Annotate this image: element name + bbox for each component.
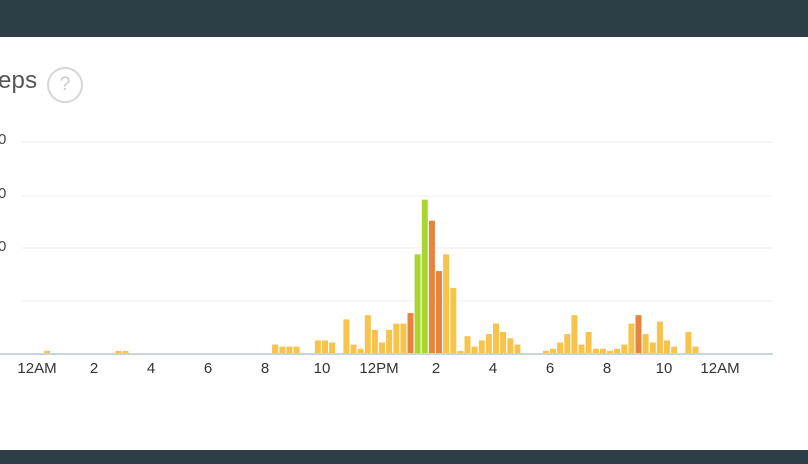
chart-bar[interactable] [493,323,499,353]
chart-bar[interactable] [286,346,293,353]
x-tick-label: 12AM [700,360,740,377]
chart-bar[interactable] [500,332,507,353]
chart-bar[interactable] [599,348,606,353]
y-tick-label: 0 [0,131,7,148]
chart-bar[interactable] [357,348,364,353]
chart-bar[interactable] [464,336,471,353]
chart-bar[interactable] [585,332,592,353]
chart-bar[interactable] [279,346,286,353]
x-tick-label: 2 [89,360,99,377]
chart-bar[interactable] [671,346,678,353]
x-tick-label: 4 [488,360,498,377]
chart-bar[interactable] [407,313,414,353]
x-tick-label: 12AM [17,360,57,377]
chart-bar[interactable] [122,350,129,353]
chart-bar[interactable] [436,271,442,353]
chart-bar[interactable] [400,323,407,353]
chart-bar[interactable] [293,346,300,353]
chart-bar[interactable] [379,342,385,354]
chart-bar[interactable] [272,344,279,353]
chart-bar[interactable] [115,350,122,353]
chart-bar[interactable] [649,342,656,354]
bottom-bar [0,450,808,464]
chart-bar[interactable] [314,340,321,353]
chart-bar[interactable] [428,220,435,353]
x-tick-label: 10 [655,360,673,377]
chart-bar[interactable] [542,350,549,353]
chart-grid [22,141,773,302]
x-tick-label: 6 [203,360,213,377]
chart-bar[interactable] [329,342,336,354]
chart-bar[interactable] [443,254,450,353]
chart-bar[interactable] [635,315,642,353]
chart-bar[interactable] [571,315,578,353]
x-tick-label: 12PM [359,360,399,377]
chart-bar[interactable] [457,350,464,353]
y-tick-label: 0 [0,238,7,255]
chart-bar[interactable] [685,332,692,353]
chart-bar[interactable] [386,329,393,353]
chart-bar[interactable] [421,199,428,353]
chart-bar[interactable] [450,287,457,353]
chart-bar[interactable] [371,329,378,353]
chart-bar[interactable] [393,323,400,353]
x-tick-label: 10 [313,360,331,377]
chart-bar[interactable] [664,340,670,353]
chart-bar[interactable] [350,344,357,353]
x-tick-label: 4 [146,360,156,377]
chart-bar[interactable] [592,348,599,353]
chart-bar[interactable] [485,334,492,353]
chart-bar[interactable] [478,340,485,353]
chart-bar[interactable] [514,344,521,353]
help-icon[interactable]: ? [47,67,83,103]
chart-bar[interactable] [364,315,371,353]
chart-bar[interactable] [621,344,628,353]
chart-bar[interactable] [656,321,663,354]
top-bar [0,0,808,37]
chart-bar[interactable] [343,319,350,353]
chart-bar[interactable] [692,346,699,353]
card-title: eps [0,67,38,94]
chart-bar[interactable] [414,254,421,353]
x-tick-label: 2 [431,360,441,377]
chart-bar[interactable] [44,350,51,353]
chart-bar[interactable] [507,338,514,353]
chart-bar[interactable] [607,350,613,353]
chart-bar[interactable] [642,334,649,353]
x-tick-label: 8 [602,360,612,377]
chart-bars [44,199,699,354]
chart-bar[interactable] [578,344,585,353]
chart-bar[interactable] [564,334,571,353]
chart-card [0,37,808,450]
x-tick-label: 8 [260,360,270,377]
chart-bar[interactable] [557,342,564,354]
y-tick-label: 0 [0,185,7,202]
chart-bar[interactable] [628,323,635,353]
chart-bar[interactable] [614,348,621,353]
chart-bar[interactable] [550,348,556,353]
chart-bar[interactable] [471,346,478,353]
chart-bar[interactable] [322,340,328,353]
x-tick-label: 6 [545,360,555,377]
